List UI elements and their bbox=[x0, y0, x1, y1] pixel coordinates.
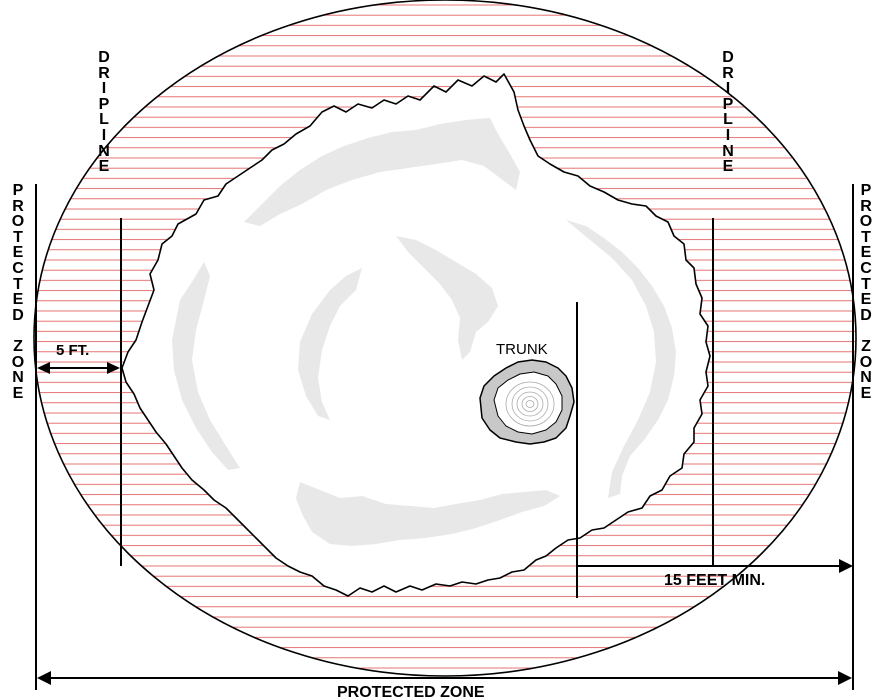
vertical-label-char: L bbox=[99, 111, 109, 129]
vertical-label-char: Z bbox=[861, 337, 871, 355]
vertical-label-char bbox=[16, 323, 20, 339]
vertical-label-char: C bbox=[860, 259, 872, 277]
vertical-label-char: E bbox=[12, 244, 24, 262]
vertical-label-char: O bbox=[11, 213, 25, 231]
vertical-label-char: D bbox=[12, 306, 24, 324]
vertical-label-char: T bbox=[861, 275, 871, 293]
vertical-label-char: T bbox=[13, 275, 23, 293]
vertical-label-char: N bbox=[98, 142, 110, 160]
vertical-label-char bbox=[864, 323, 868, 339]
canopy-shading bbox=[172, 118, 676, 546]
vertical-label-char: D bbox=[860, 306, 872, 324]
trunk-label: TRUNK bbox=[496, 341, 548, 358]
vertical-label-char: E bbox=[98, 158, 110, 176]
vertical-label-char: E bbox=[12, 384, 24, 402]
vertical-label-char: R bbox=[722, 64, 734, 82]
vertical-label-char: O bbox=[859, 353, 873, 371]
vertical-label-char: E bbox=[12, 291, 24, 309]
trunk-icon bbox=[479, 359, 575, 445]
vertical-label-char: N bbox=[860, 369, 872, 387]
vertical-label-char: N bbox=[722, 142, 734, 160]
bottom-protected-zone-label: PROTECTED ZONE bbox=[337, 684, 485, 700]
vertical-label-char: P bbox=[722, 95, 734, 113]
vertical-label-char: R bbox=[860, 197, 872, 215]
vertical-label-char: C bbox=[12, 259, 24, 277]
fifteen-feet-min-label: 15 FEET MIN. bbox=[664, 572, 765, 589]
vertical-label-char: I bbox=[725, 80, 731, 98]
protected-zone-dimension bbox=[37, 671, 852, 685]
vertical-label-char: R bbox=[12, 197, 24, 215]
vertical-label-char: E bbox=[860, 244, 872, 262]
vertical-label-char: E bbox=[860, 384, 872, 402]
vertical-label-char: P bbox=[12, 182, 24, 199]
vertical-label-char: E bbox=[722, 158, 734, 176]
vertical-label-char: O bbox=[859, 213, 873, 231]
vertical-label-char: I bbox=[101, 80, 107, 98]
vertical-label-char: P bbox=[860, 182, 872, 199]
vertical-label-char: O bbox=[11, 353, 25, 371]
vertical-label-char: T bbox=[13, 228, 23, 246]
vertical-label-char: D bbox=[98, 49, 110, 66]
vertical-label-char: I bbox=[101, 126, 107, 144]
vertical-label-char: P bbox=[98, 95, 110, 113]
five-ft-dimension bbox=[37, 362, 120, 374]
vertical-label-char: L bbox=[723, 111, 733, 129]
vertical-label-char: I bbox=[725, 126, 731, 144]
vertical-label-char: T bbox=[861, 228, 871, 246]
fifteen-feet-dimension bbox=[577, 559, 853, 573]
five-ft-label: 5 FT. bbox=[56, 342, 89, 359]
vertical-label-char: R bbox=[98, 64, 110, 82]
vertical-label-char: D bbox=[722, 49, 734, 66]
vertical-label-char: E bbox=[860, 291, 872, 309]
vertical-label-char: Z bbox=[13, 337, 23, 355]
vertical-label-char: N bbox=[12, 369, 24, 387]
